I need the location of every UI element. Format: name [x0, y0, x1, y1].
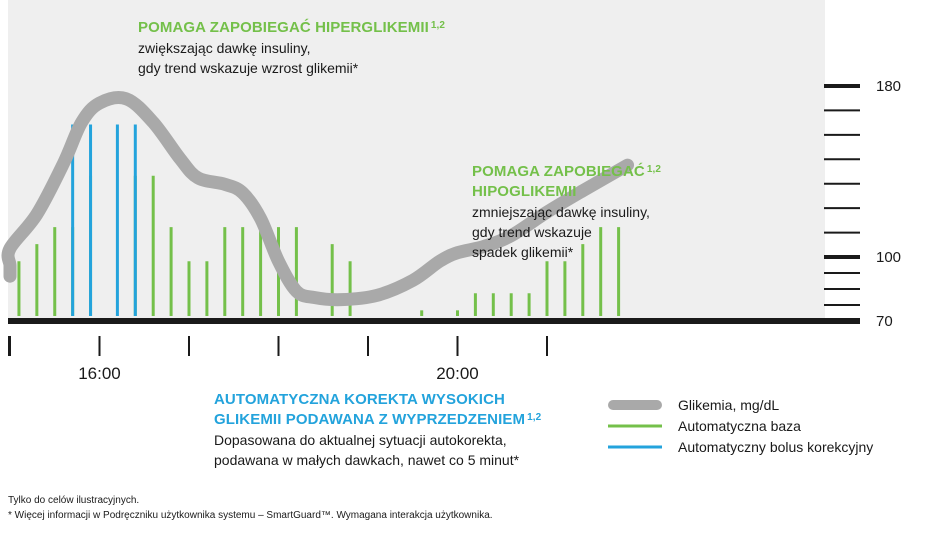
plot-background [8, 0, 825, 322]
hyper-line-1: zwiększając dawkę insuliny, [138, 40, 311, 56]
legend-swatch-bolus [608, 445, 662, 449]
legend-item-bolus: Automatyczny bolus korekcyjny [606, 437, 873, 457]
legend-label-basal: Automatyczna baza [678, 418, 801, 434]
glucose-curve [1, 91, 635, 307]
x-tick-label: 20:00 [436, 364, 479, 383]
footnotes: Tylko do celów ilustracyjnych. * Więcej … [8, 493, 493, 523]
bolus-line-2: podawana w małych dawkach, nawet co 5 mi… [214, 452, 520, 468]
y-tick-label: 100 [876, 249, 901, 266]
bolus-heading: AUTOMATYCZNA KOREKTA WYSOKICH [214, 391, 505, 408]
hypoglycemia-annotation: POMAGA ZAPOBIEGAĆ 1,2 HIPOGLIKEMII zmniej… [472, 162, 661, 262]
footnote-2: * Więcej informacji w Podręczniku użytko… [8, 510, 493, 521]
legend-item-basal: Automatyczna baza [606, 416, 873, 436]
footnote-1: Tylko do celów ilustracyjnych. [8, 495, 140, 506]
hyper-line-2: gdy trend wskazuje wzrost glikemii* [138, 60, 359, 76]
hyperglycemia-annotation: POMAGA ZAPOBIEGAĆ HIPERGLIKEMII 1,2 zwięk… [138, 18, 445, 78]
legend-label-glucose: Glikemia, mg/dL [678, 397, 780, 413]
legend-swatch-basal [608, 424, 662, 428]
bolus-line-1: Dopasowana do aktualnej sytuacji autokor… [214, 432, 507, 448]
legend-item-glucose: Glikemia, mg/dL [606, 395, 873, 415]
hypo-line-1: zmniejszając dawkę insuliny, [472, 204, 650, 220]
correction-bolus-annotation: AUTOMATYCZNA KOREKTA WYSOKICH GLIKEMII P… [214, 390, 541, 470]
hyper-heading: POMAGA ZAPOBIEGAĆ HIPERGLIKEMII [138, 19, 429, 36]
bolus-heading-2: GLIKEMII PODAWANA Z WYPRZEDZENIEM [214, 411, 526, 428]
x-tick-label: 16:00 [78, 364, 121, 383]
hypo-heading: POMAGA ZAPOBIEGAĆ [472, 163, 645, 180]
bolus-sup: 1,2 [527, 412, 542, 423]
legend: Glikemia, mg/dL Automatyczna baza Automa… [606, 395, 873, 458]
hypo-line-2: gdy trend wskazuje [472, 224, 592, 240]
y-tick-label: 180 [876, 78, 901, 95]
legend-label-bolus: Automatyczny bolus korekcyjny [678, 439, 874, 455]
hypo-sup: 1,2 [646, 164, 662, 175]
y-tick-label: 70 [876, 313, 893, 330]
hypo-line-3: spadek glikemii* [472, 244, 574, 260]
hyper-sup: 1,2 [430, 20, 446, 31]
hypo-heading-2: HIPOGLIKEMII [472, 183, 577, 200]
legend-swatch-glucose [608, 400, 662, 410]
